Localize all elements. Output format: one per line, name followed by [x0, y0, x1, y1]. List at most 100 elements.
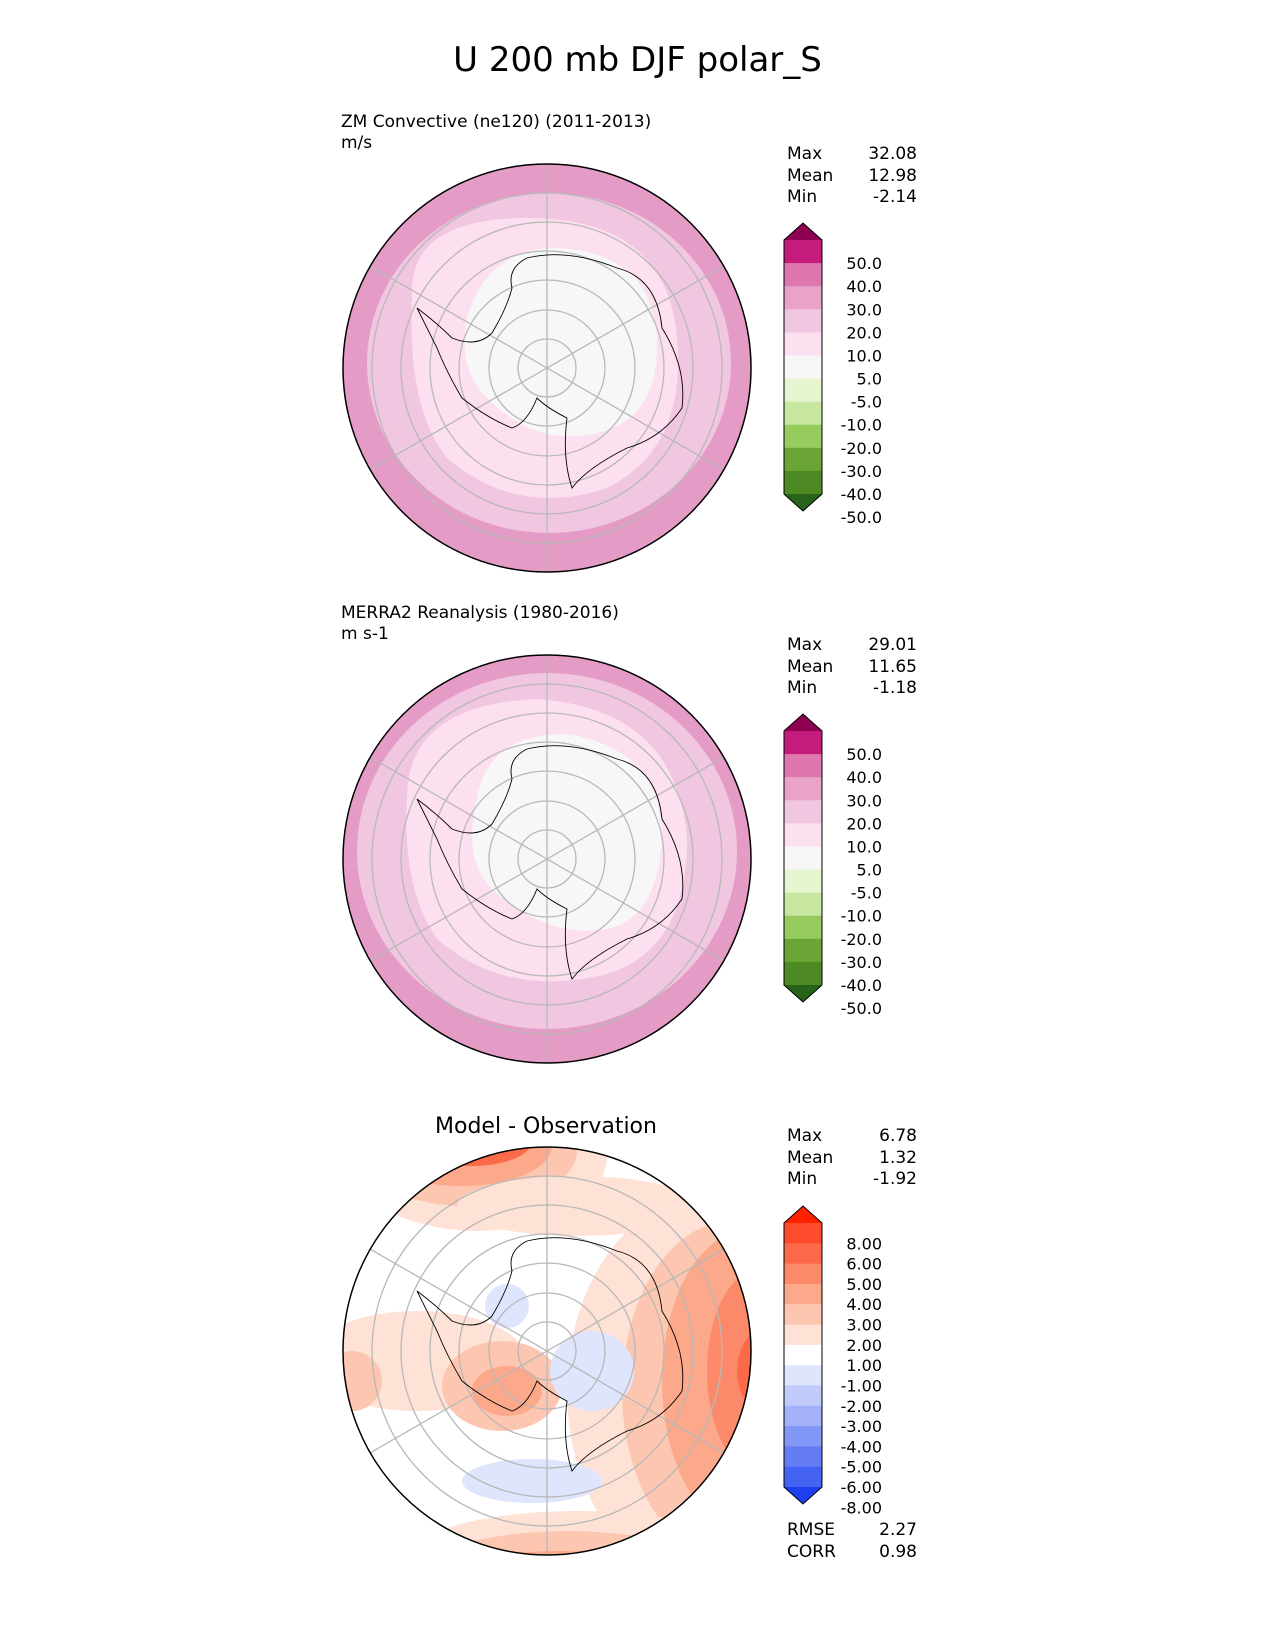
stat-value: 0.98 — [879, 1541, 917, 1562]
colorbar-tick-label: -2.00 — [841, 1397, 882, 1416]
colorbar-segment — [784, 1405, 822, 1427]
antarctica-coastline — [416, 254, 684, 489]
panel-3-error-stats: RMSE 2.27 CORR 0.98 — [787, 1520, 917, 1563]
colorbar-tick-label: -50.0 — [841, 999, 882, 1018]
colorbar-tick-label: -4.00 — [841, 1437, 882, 1456]
colorbar-tick-label: 2.00 — [846, 1336, 882, 1355]
colorbar-tick-label: 10.0 — [846, 346, 882, 365]
stat-label: Mean — [787, 656, 834, 677]
stat-value: 32.08 — [868, 144, 917, 164]
colorbar-segment — [784, 401, 822, 426]
panel-1-colorbar-labels: 50.0 40.0 30.0 20.0 10.0 5.0 -5.0 -10.0 -20.0 -30… — [841, 254, 882, 527]
colorbar-tick-label: 20.0 — [846, 814, 882, 833]
colorbar-segment — [784, 754, 822, 778]
colorbar-tick-label: 6.00 — [846, 1255, 882, 1274]
colorbar-segment — [784, 447, 822, 472]
colorbar-segment — [784, 869, 822, 894]
colorbar-segment — [784, 1263, 822, 1285]
colorbar-tick-label: -30.0 — [841, 462, 882, 481]
colorbar-tick-label: 4.00 — [846, 1295, 882, 1314]
colorbar-segment — [784, 1243, 822, 1265]
antarctica-coastline — [416, 745, 684, 980]
colorbar-tick-label: 50.0 — [846, 745, 882, 764]
colorbar-tick-label: -1.00 — [841, 1376, 882, 1395]
colorbar-segment — [784, 1304, 822, 1326]
panel-3-colorbar-labels: 8.00 6.005.004.00 3.002.001.00-1.00 -2.00-3… — [841, 1234, 882, 1517]
stat-label: Min — [787, 678, 818, 698]
panel-3-title: Model - Observation — [435, 1114, 657, 1139]
colorbar-tick-label: 30.0 — [846, 300, 882, 319]
colorbar-tick-label: -10.0 — [841, 907, 882, 926]
colorbar-tick-label: 5.0 — [857, 861, 882, 880]
panel-2-units: m s-1 — [341, 624, 389, 644]
panel-3-polar-map — [342, 1146, 752, 1556]
colorbar-segment — [784, 1365, 822, 1386]
panel-3-colorbar — [783, 1205, 823, 1505]
panel-1-units: m/s — [341, 133, 373, 153]
colorbar-tick-label: 20.0 — [846, 323, 882, 342]
colorbar-tick-label: -10.0 — [841, 416, 882, 435]
panel-2-stats: Max 29.01 Mean 11.65 Min -1.18 — [787, 635, 917, 700]
panel-2-title: MERRA2 Reanalysis (1980-2016) m s-1 — [341, 603, 619, 645]
colorbar-tick-label: -5.00 — [841, 1458, 882, 1477]
colorbar-segment — [784, 240, 822, 264]
colorbar-outline — [783, 1205, 823, 1505]
colorbar-tick-label: 40.0 — [846, 277, 882, 296]
colorbar-tick-label: -6.00 — [841, 1478, 882, 1497]
stat-value: 2.27 — [879, 1520, 917, 1540]
antarctica-coastline — [416, 1237, 684, 1472]
colorbar-outline — [783, 222, 823, 512]
panel-2-polar-map — [342, 654, 752, 1064]
stat-value: -2.14 — [873, 187, 917, 207]
stat-value: 29.01 — [868, 635, 917, 655]
stat-value: -1.92 — [873, 1169, 917, 1189]
colorbar-segment — [784, 1446, 822, 1468]
colorbar-tick-label: 5.0 — [857, 370, 882, 389]
panel-1-polar-map — [342, 163, 752, 573]
colorbar-segment — [784, 1223, 822, 1244]
colorbar-segment — [784, 1466, 822, 1488]
colorbar-tick-label: -50.0 — [841, 508, 882, 527]
stat-value: 11.65 — [868, 656, 917, 677]
figure-title: U 200 mb DJF polar_S — [453, 40, 822, 80]
panel-1-title-line1: ZM Convective (ne120) (2011-2013) — [341, 112, 652, 132]
colorbar-segment — [784, 823, 822, 847]
colorbar-tick-label: -5.0 — [851, 393, 882, 412]
stat-value: 12.98 — [868, 165, 917, 186]
panel-2-colorbar — [783, 713, 823, 1003]
colorbar-segment — [784, 777, 822, 801]
colorbar-tick-label: 8.00 — [846, 1234, 882, 1253]
colorbar-segment — [784, 800, 822, 824]
colorbar-tick-label: -40.0 — [841, 976, 882, 995]
colorbar-tick-label: 50.0 — [846, 254, 882, 273]
colorbar-extend-max — [784, 714, 822, 731]
colorbar-outline — [783, 713, 823, 1003]
colorbar-segment — [784, 378, 822, 403]
panel-2-title-line1: MERRA2 Reanalysis (1980-2016) — [341, 603, 619, 623]
colorbar-segment — [784, 938, 822, 963]
colorbar-segment — [784, 470, 822, 495]
colorbar-tick-label: -30.0 — [841, 953, 882, 972]
colorbar-extend-min — [784, 494, 822, 511]
colorbar-segment — [784, 355, 822, 380]
colorbar-segment — [784, 731, 822, 755]
colorbar-segment — [784, 332, 822, 356]
colorbar-tick-label: 10.0 — [846, 837, 882, 856]
colorbar-segment — [784, 424, 822, 449]
colorbar-extend-min — [784, 1487, 822, 1504]
colorbar-extend-min — [784, 985, 822, 1002]
colorbar-tick-label: 40.0 — [846, 768, 882, 787]
panel-2-colorbar-labels: 50.0 40.0 30.0 20.0 10.0 5.0 -5.0 -10.0 -20.0 -30… — [841, 745, 882, 1018]
colorbar-extend-max — [784, 1206, 822, 1223]
colorbar-tick-label: -8.00 — [841, 1498, 882, 1517]
colorbar-tick-label: 30.0 — [846, 791, 882, 810]
colorbar-segment — [784, 1324, 822, 1346]
stat-value: -1.18 — [873, 678, 917, 698]
stat-label: Min — [787, 187, 818, 207]
colorbar-segment — [784, 309, 822, 333]
colorbar-tick-label: -5.0 — [851, 884, 882, 903]
panel-1-stats: Max 32.08 Mean 12.98 Min -2.14 — [787, 144, 917, 209]
colorbar-segment — [784, 286, 822, 310]
colorbar-segment — [784, 915, 822, 940]
stat-label: RMSE — [787, 1520, 836, 1540]
